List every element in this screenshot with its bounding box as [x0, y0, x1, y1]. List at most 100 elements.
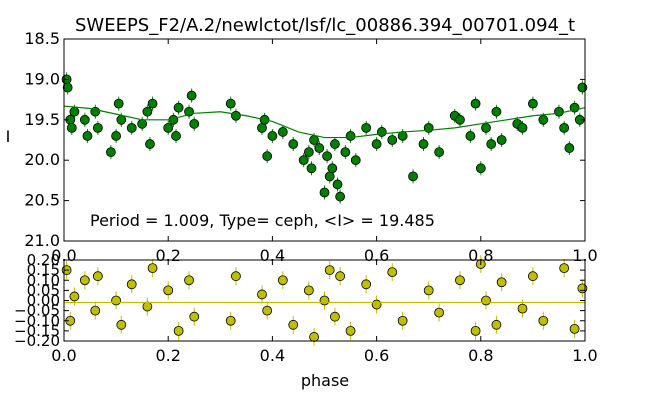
data-point: [539, 316, 548, 325]
data-point: [487, 140, 496, 149]
period-annotation: Period = 1.009, Type= ceph, <I> = 19.485: [90, 211, 435, 230]
data-point: [91, 306, 100, 315]
data-point: [497, 136, 506, 145]
data-point: [143, 107, 152, 116]
data-point: [299, 156, 308, 165]
data-point: [80, 115, 89, 124]
data-point: [315, 144, 324, 153]
bottom-x-ticks: 0.0 0.2 0.4 0.6 0.8 1.0: [51, 260, 597, 365]
x-tick-label: 0.2: [155, 346, 180, 365]
data-point: [328, 164, 337, 173]
data-point: [372, 140, 381, 149]
data-point: [190, 312, 199, 321]
data-point: [127, 123, 136, 132]
data-point: [466, 131, 475, 140]
data-point: [362, 123, 371, 132]
data-point: [263, 306, 272, 315]
data-point: [70, 107, 79, 116]
data-point: [278, 276, 287, 285]
data-point: [346, 131, 355, 140]
data-point: [554, 107, 563, 116]
data-point: [114, 99, 123, 108]
chart-title: SWEEPS_F2/A.2/newlctot/lsf/lc_00886.394_…: [75, 15, 575, 36]
data-point: [257, 123, 266, 132]
data-point: [455, 276, 464, 285]
data-point: [117, 115, 126, 124]
data-point: [93, 272, 102, 281]
data-point: [482, 123, 491, 132]
data-point: [424, 286, 433, 295]
data-point: [112, 131, 121, 140]
y-tick-label: −0.20: [14, 332, 60, 350]
data-point: [268, 131, 277, 140]
data-point: [164, 286, 173, 295]
data-point: [560, 264, 569, 273]
x-tick-label: 0.8: [468, 346, 493, 365]
data-point: [127, 280, 136, 289]
y-tick-label: 20.5: [24, 191, 60, 210]
top-x-ticks: 0.0 0.2 0.4 0.6 0.8 1.0: [51, 39, 597, 265]
data-point: [330, 140, 339, 149]
data-point: [560, 123, 569, 132]
data-point: [231, 111, 240, 120]
data-point: [346, 326, 355, 335]
data-point: [539, 115, 548, 124]
data-point: [93, 123, 102, 132]
data-point: [231, 272, 240, 281]
data-point: [83, 131, 92, 140]
y-tick-label: 18.5: [24, 29, 60, 48]
data-point: [112, 296, 121, 305]
data-point: [185, 276, 194, 285]
data-point: [482, 296, 491, 305]
data-point: [226, 99, 235, 108]
bottom-data-points: [62, 260, 587, 342]
x-tick-label: 0.6: [364, 346, 389, 365]
x-tick-label: 0.4: [260, 346, 285, 365]
y-tick-label: 19.0: [24, 69, 60, 88]
data-point: [257, 290, 266, 299]
data-point: [310, 332, 319, 341]
data-point: [497, 278, 506, 287]
data-point: [578, 83, 587, 92]
data-point: [351, 156, 360, 165]
y-tick-label: 21.0: [24, 231, 60, 250]
data-point: [117, 320, 126, 329]
data-point: [388, 136, 397, 145]
bottom-y-ticks: 0.200.150.100.050.00−0.05−0.10−0.15−0.20: [14, 251, 585, 350]
data-point: [325, 172, 334, 181]
data-point: [476, 164, 485, 173]
data-point: [388, 268, 397, 277]
data-point: [143, 302, 152, 311]
data-point: [471, 99, 480, 108]
data-point: [377, 127, 386, 136]
data-point: [570, 324, 579, 333]
data-point: [323, 152, 332, 161]
data-point: [304, 286, 313, 295]
data-point: [471, 326, 480, 335]
data-point: [304, 148, 313, 157]
data-point: [409, 172, 418, 181]
data-point: [325, 266, 334, 275]
data-point: [492, 107, 501, 116]
data-point: [187, 91, 196, 100]
bottom-x-axis-label: phase: [301, 371, 349, 390]
data-point: [148, 264, 157, 273]
data-point: [320, 188, 329, 197]
data-point: [565, 144, 574, 153]
data-point: [492, 320, 501, 329]
data-point: [138, 119, 147, 128]
data-point: [419, 140, 428, 149]
data-point: [263, 152, 272, 161]
top-y-axis-label: I: [6, 127, 11, 146]
data-point: [310, 136, 319, 145]
data-point: [164, 123, 173, 132]
data-point: [578, 284, 587, 293]
data-point: [435, 148, 444, 157]
data-point: [67, 123, 76, 132]
data-point: [518, 123, 527, 132]
data-point: [336, 192, 345, 201]
data-point: [145, 140, 154, 149]
data-point: [518, 304, 527, 313]
data-point: [174, 103, 183, 112]
